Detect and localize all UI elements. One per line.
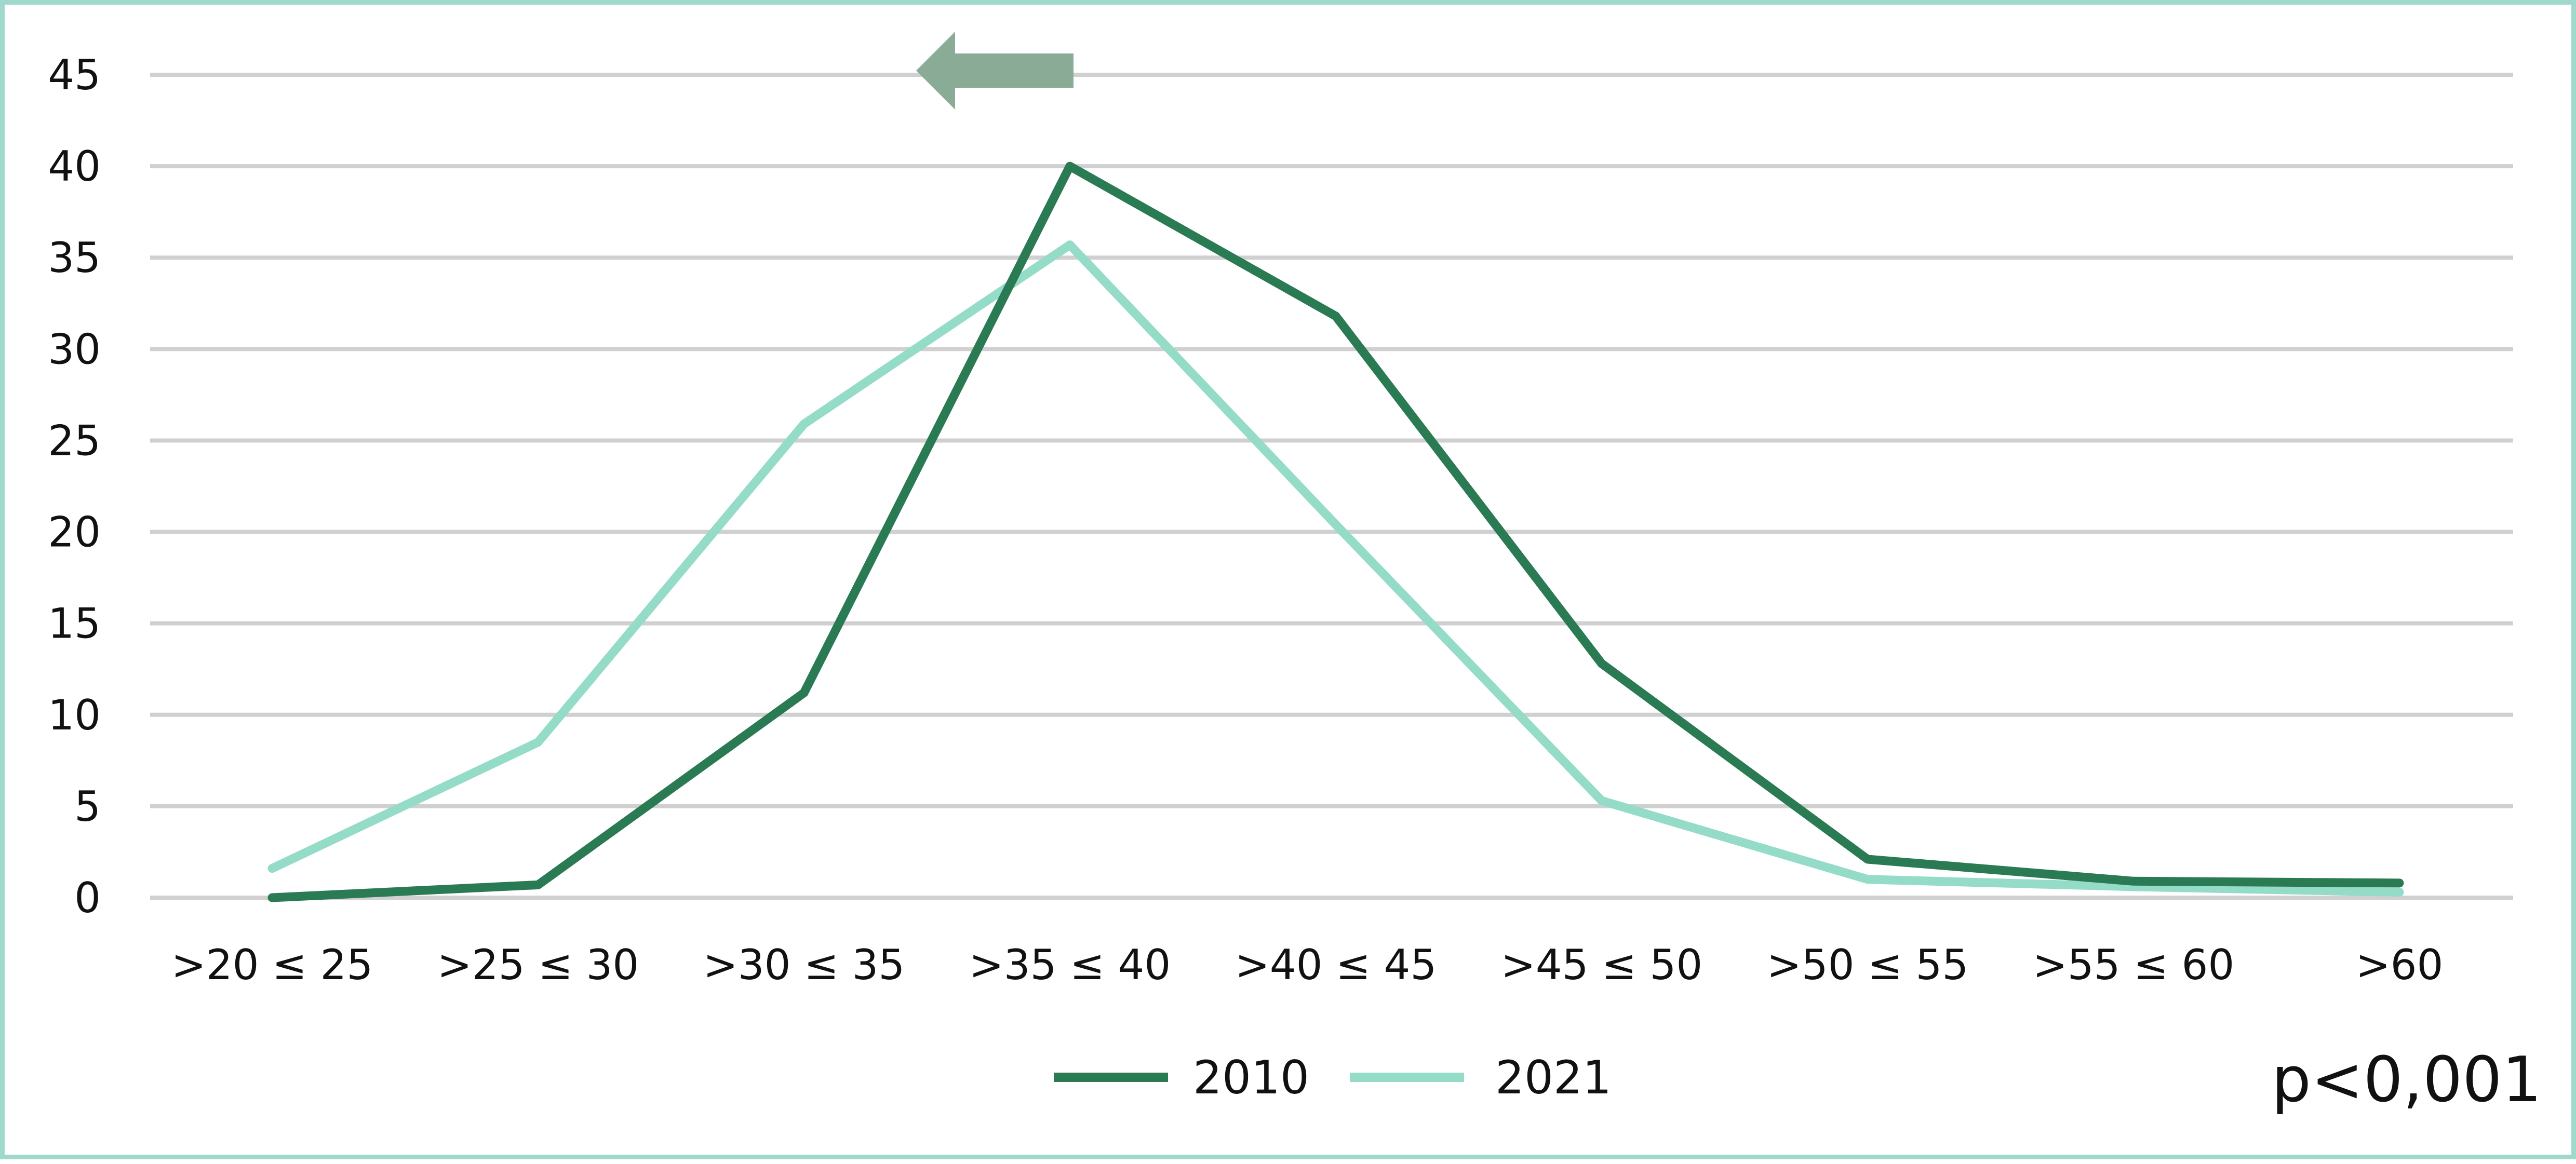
data-point-2021 <box>1866 877 1869 881</box>
left-arrow-icon <box>916 32 1074 110</box>
x-tick-label: >55 ≤ 60 <box>2033 941 2235 989</box>
data-point-2021 <box>2132 885 2135 888</box>
data-point-2021 <box>1068 243 1071 247</box>
x-tick-label: >35 ≤ 40 <box>969 941 1171 989</box>
legend-label-2021: 2021 <box>1495 1051 1612 1104</box>
legend-item-2010[interactable]: 2010 <box>1054 1051 1309 1104</box>
y-tick-label: 30 <box>48 325 101 373</box>
y-tick-label: 20 <box>48 508 101 557</box>
x-tick-label: >20 ≤ 25 <box>171 941 373 989</box>
data-point-2010 <box>1866 858 1869 861</box>
data-point-2010 <box>536 883 540 887</box>
data-point-2010 <box>1600 662 1603 666</box>
x-tick-label: >45 ≤ 50 <box>1501 941 1703 989</box>
x-tick-label: >30 ≤ 35 <box>703 941 905 989</box>
data-point-2010 <box>271 896 274 899</box>
y-tick-label: 5 <box>74 782 101 831</box>
series-lines <box>267 161 2404 902</box>
x-tick-label: >50 ≤ 55 <box>1767 941 1969 989</box>
y-tick-label: 25 <box>48 416 101 465</box>
data-point-2021 <box>1600 799 1603 803</box>
legend-label-2010: 2010 <box>1193 1051 1309 1104</box>
legend-item-2021[interactable]: 2021 <box>1350 1051 1612 1104</box>
data-point-2010 <box>2398 881 2401 885</box>
data-point-2010 <box>1334 314 1337 318</box>
x-tick-label: >60 <box>2356 941 2444 989</box>
data-point-2010 <box>2132 879 2135 883</box>
data-point-2010 <box>1068 165 1071 168</box>
y-tick-label: 10 <box>48 691 101 739</box>
x-axis-ticks: >20 ≤ 25 >25 ≤ 30 >30 ≤ 35 >35 ≤ 40 >40 ≤ 45… <box>171 941 2444 989</box>
legend: 2010 2021 <box>1054 1051 1612 1104</box>
p-value-annotation: p<0,001 <box>2272 1044 2542 1116</box>
y-axis-ticks: 0 5 10 15 20 25 30 35 40 45 <box>48 51 101 922</box>
data-point-2021 <box>802 422 806 426</box>
data-point-2021 <box>271 867 274 870</box>
y-tick-label: 0 <box>74 874 101 922</box>
gridlines <box>150 73 2513 900</box>
y-tick-label: 35 <box>48 234 101 282</box>
data-point-2021 <box>536 740 540 744</box>
y-tick-label: 40 <box>48 142 101 191</box>
data-point-2021 <box>1334 523 1337 526</box>
data-point-2021 <box>2398 890 2401 894</box>
series-line-2021 <box>267 240 2404 897</box>
y-tick-label: 15 <box>48 600 101 648</box>
line-chart: 0 5 10 15 20 25 30 35 40 45 >20 ≤ 25 >25 ≤ 30 >30 ≤… <box>48 32 2542 1116</box>
x-tick-label: >40 ≤ 45 <box>1235 941 1437 989</box>
y-tick-label: 45 <box>48 51 101 99</box>
data-point-2010 <box>802 691 806 695</box>
x-tick-label: >25 ≤ 30 <box>437 941 639 989</box>
